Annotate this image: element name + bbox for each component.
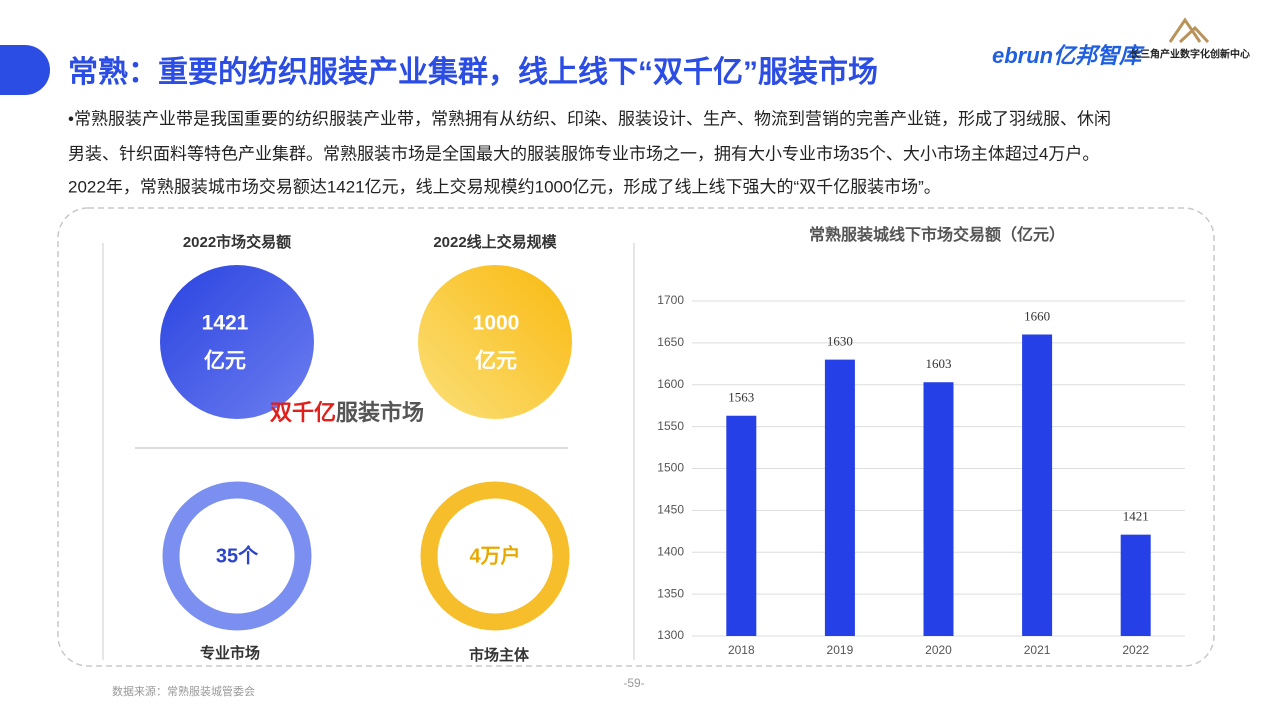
title-deco bbox=[0, 45, 50, 95]
stat-label: 2022市场交易额 bbox=[183, 233, 291, 251]
org: 长三角产业数字化创新中心 bbox=[1130, 48, 1250, 61]
y-tick-label: 1350 bbox=[657, 586, 684, 600]
bar bbox=[824, 359, 855, 636]
slogan: 双千亿服装市场 bbox=[270, 400, 424, 425]
value-label: 1603 bbox=[926, 356, 952, 371]
y-tick-label: 1300 bbox=[657, 628, 684, 642]
value-label: 1630 bbox=[827, 334, 853, 349]
value-label: 1660 bbox=[1024, 308, 1050, 323]
x-tick-label: 2020 bbox=[925, 643, 952, 657]
slogan-rest: 服装市场 bbox=[336, 400, 424, 425]
stat-circle bbox=[418, 265, 572, 419]
logo: ebrun亿邦智库 bbox=[992, 43, 1145, 68]
x-tick-label: 2021 bbox=[1024, 643, 1051, 657]
value-label: 1421 bbox=[1123, 509, 1149, 524]
stat-label: 2022线上交易规模 bbox=[433, 233, 557, 251]
stat-value: 1000 bbox=[473, 312, 520, 335]
y-tick-label: 1700 bbox=[657, 293, 684, 307]
source: 数据来源：常熟服装城管委会 bbox=[112, 684, 255, 698]
y-tick-label: 1400 bbox=[657, 544, 684, 558]
panel-border bbox=[57, 207, 1215, 667]
page-number: -59- bbox=[623, 676, 644, 690]
bar bbox=[726, 415, 757, 636]
x-tick-label: 2018 bbox=[728, 643, 755, 657]
slogan-strong: 双千亿 bbox=[270, 400, 336, 425]
ring bbox=[162, 481, 312, 631]
stat-unit: 亿元 bbox=[204, 349, 246, 373]
stat-unit: 亿元 bbox=[475, 349, 517, 373]
y-tick-label: 1500 bbox=[657, 461, 684, 475]
intro-line: •常熟服装产业带是我国重要的纺织服装产业带，常熟拥有从纺织、印染、服装设计、生产… bbox=[68, 108, 1111, 128]
stat-circle bbox=[160, 265, 314, 419]
ring bbox=[420, 481, 570, 631]
bar bbox=[1022, 334, 1053, 636]
ring-label: 市场主体 bbox=[469, 646, 530, 664]
y-tick-label: 1650 bbox=[657, 335, 684, 349]
y-tick-label: 1600 bbox=[657, 377, 684, 391]
y-tick-label: 1450 bbox=[657, 503, 684, 517]
bar bbox=[923, 382, 954, 636]
title: 常熟：重要的纺织服装产业集群，线上线下“双千亿”服装市场 bbox=[68, 55, 878, 89]
org-icon bbox=[1168, 17, 1210, 44]
x-tick-label: 2019 bbox=[827, 643, 854, 657]
stat-value: 1421 bbox=[202, 312, 249, 335]
y-tick-label: 1550 bbox=[657, 419, 684, 433]
bar bbox=[1120, 534, 1151, 636]
ring-label: 专业市场 bbox=[200, 644, 260, 662]
intro-line: 2022年，常熟服装城市场交易额达1421亿元，线上交易规模约1000亿元，形成… bbox=[68, 176, 941, 196]
value-label: 1563 bbox=[728, 390, 754, 405]
x-tick-label: 2022 bbox=[1122, 643, 1149, 657]
ring-value: 35个 bbox=[216, 544, 259, 567]
intro-line: 男装、针织面料等特色产业集群。常熟服装市场是全国最大的服装服饰专业市场之一，拥有… bbox=[68, 143, 1099, 163]
chart-title: 常熟服装城线下市场交易额（亿元） bbox=[809, 225, 1065, 244]
ring-value: 4万户 bbox=[469, 543, 520, 567]
